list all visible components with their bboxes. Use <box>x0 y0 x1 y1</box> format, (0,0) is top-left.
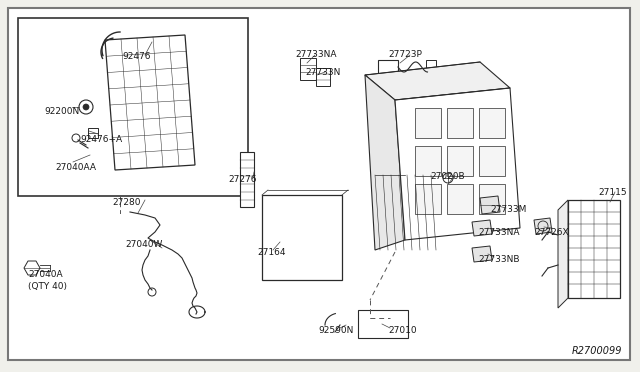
Bar <box>262 195 342 280</box>
Text: 27040AA: 27040AA <box>55 163 96 172</box>
Bar <box>18 18 248 196</box>
Text: (QTY 40): (QTY 40) <box>28 282 67 291</box>
Text: 27733NA: 27733NA <box>478 228 520 237</box>
Bar <box>415 146 441 176</box>
Text: 92476+A: 92476+A <box>80 135 122 144</box>
Bar <box>479 146 505 176</box>
Text: 27723P: 27723P <box>388 50 422 59</box>
Bar <box>240 152 254 207</box>
Text: 27115: 27115 <box>598 188 627 197</box>
Polygon shape <box>472 220 492 236</box>
Text: 27726X: 27726X <box>534 228 568 237</box>
Polygon shape <box>558 200 568 308</box>
Text: 27040A: 27040A <box>28 270 63 279</box>
Polygon shape <box>365 62 510 100</box>
Polygon shape <box>105 35 195 170</box>
Polygon shape <box>534 218 552 234</box>
Polygon shape <box>365 75 405 250</box>
Text: 27733NB: 27733NB <box>478 255 520 264</box>
Bar <box>415 108 441 138</box>
Text: 27280: 27280 <box>112 198 141 207</box>
Text: 92200N: 92200N <box>44 107 79 116</box>
Bar <box>568 200 620 298</box>
Text: 27276: 27276 <box>228 175 257 184</box>
Bar <box>447 184 473 214</box>
Text: 27164: 27164 <box>257 248 285 257</box>
Text: 92590N: 92590N <box>318 326 353 335</box>
Polygon shape <box>472 246 492 262</box>
Text: 27020B: 27020B <box>430 172 465 181</box>
Bar <box>88 128 98 138</box>
Text: 27733NA: 27733NA <box>295 50 337 59</box>
Bar <box>415 184 441 214</box>
Text: 27733M: 27733M <box>490 205 526 214</box>
Bar <box>426 60 436 74</box>
Bar <box>358 310 408 338</box>
Bar <box>378 60 398 74</box>
Bar <box>479 184 505 214</box>
Text: 27010: 27010 <box>388 326 417 335</box>
Bar <box>447 108 473 138</box>
Circle shape <box>83 104 89 110</box>
Polygon shape <box>24 261 40 275</box>
Text: 92476: 92476 <box>122 52 150 61</box>
Bar <box>479 108 505 138</box>
Polygon shape <box>480 196 500 214</box>
Text: 27040W: 27040W <box>125 240 163 249</box>
Text: 27733N: 27733N <box>305 68 340 77</box>
Bar <box>447 146 473 176</box>
Text: R2700099: R2700099 <box>572 346 622 356</box>
Bar <box>300 58 316 80</box>
Bar <box>316 68 330 86</box>
Polygon shape <box>395 88 520 240</box>
